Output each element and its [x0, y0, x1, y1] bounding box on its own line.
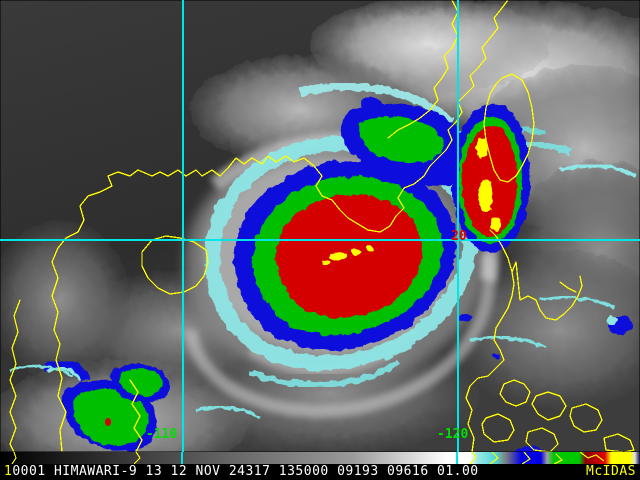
- image-info-bar: 10001 HIMAWARI-9 13 12 NOV 24317 135000 …: [0, 464, 640, 480]
- taiwan-outline: [483, 73, 535, 183]
- info-text: 0001 HIMAWARI-9 13 12 NOV 24317 135000 0…: [12, 464, 479, 479]
- enhancement-yellow-tops: [322, 245, 374, 265]
- grid-label-longitude-120: -120: [437, 427, 469, 442]
- colorbar-gridline-artifacts: [181, 452, 458, 464]
- luzon-outline: [465, 229, 583, 452]
- mainland-coastline: [51, 0, 509, 452]
- philippine-islands-outline: [481, 379, 635, 452]
- gridline-vertical-right: [457, 0, 459, 452]
- luzon-convective-cell: [452, 103, 531, 253]
- grid-label-latitude-20: 20: [451, 229, 467, 244]
- enhancement-red-core: [276, 194, 423, 318]
- colorbar-svg: [0, 452, 640, 464]
- mcidas-brand-label: McIDAS: [586, 464, 636, 479]
- scattered-cold-cells: [9, 98, 637, 452]
- info-prefix-digit: 1: [4, 464, 13, 479]
- indochina-coastline: [9, 299, 143, 452]
- satellite-image-svg: [0, 0, 640, 452]
- satellite-image-canvas[interactable]: -110 -120 20: [0, 0, 640, 452]
- gridline-horizontal: [0, 239, 640, 241]
- southwest-convection: [41, 359, 170, 452]
- fujian-coastline: [387, 0, 459, 139]
- gridline-vertical-left: [182, 0, 184, 452]
- grid-label-longitude-110: -110: [146, 427, 178, 442]
- ir-enhancement-colorbar[interactable]: [0, 452, 640, 464]
- colorbar-coastline-artifacts: [11, 452, 619, 464]
